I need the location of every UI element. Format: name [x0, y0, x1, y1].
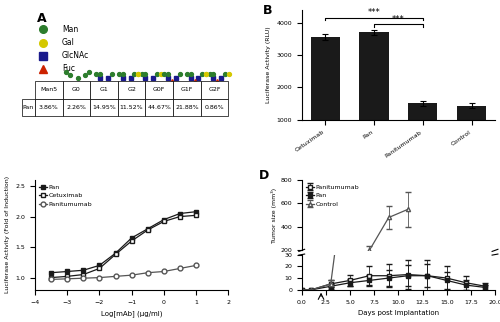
- Text: ***: ***: [392, 15, 404, 24]
- Panitumumab: [80, 276, 86, 280]
- Panitumumab: [96, 276, 102, 279]
- Text: Man: Man: [62, 25, 78, 34]
- Text: D: D: [259, 169, 270, 182]
- Y-axis label: Luciferase Activity (RLU): Luciferase Activity (RLU): [266, 26, 271, 103]
- Line: Panitumumab: Panitumumab: [48, 263, 199, 282]
- Cetuximab: [193, 213, 199, 217]
- Panitumumab: [112, 274, 118, 278]
- Pan: [128, 236, 134, 240]
- Pan: [80, 268, 86, 272]
- Cetuximab: [80, 273, 86, 277]
- Text: B: B: [263, 4, 272, 17]
- Pan: [96, 263, 102, 267]
- Pan: [177, 212, 183, 215]
- Cetuximab: [96, 267, 102, 270]
- Bar: [360, 32, 388, 152]
- Pan: [64, 270, 70, 273]
- Legend: Pan, Cetuximab, Panitumumab: Pan, Cetuximab, Panitumumab: [38, 183, 94, 208]
- Pan: [144, 227, 150, 231]
- Pan: [193, 210, 199, 213]
- Line: Cetuximab: Cetuximab: [48, 213, 199, 280]
- Legend: Panitumumab, Pan, Control: Panitumumab, Pan, Control: [305, 183, 360, 208]
- Pan: [161, 218, 167, 222]
- Panitumumab: [64, 277, 70, 281]
- Cetuximab: [128, 239, 134, 243]
- Panitumumab: [48, 278, 54, 281]
- Cetuximab: [161, 220, 167, 223]
- Cetuximab: [48, 276, 54, 279]
- Cetuximab: [64, 274, 70, 278]
- Pan: [112, 251, 118, 255]
- X-axis label: Days post Implantation: Days post Implantation: [358, 310, 439, 316]
- Cetuximab: [144, 228, 150, 232]
- Cetuximab: [177, 215, 183, 219]
- Text: GlcNAc: GlcNAc: [62, 51, 90, 60]
- Text: Gal: Gal: [62, 38, 75, 47]
- Text: Fuc: Fuc: [62, 64, 75, 73]
- Text: ***: ***: [368, 8, 380, 17]
- Bar: [408, 103, 438, 152]
- Bar: [310, 37, 340, 152]
- Panitumumab: [193, 263, 199, 267]
- Text: A: A: [37, 12, 46, 25]
- Panitumumab: [144, 271, 150, 275]
- Y-axis label: Tumor size (mm³): Tumor size (mm³): [272, 188, 278, 243]
- Y-axis label: Luciferase Activity (Fold of Induction): Luciferase Activity (Fold of Induction): [5, 176, 10, 293]
- Cetuximab: [112, 252, 118, 256]
- Panitumumab: [128, 273, 134, 277]
- Line: Pan: Pan: [48, 209, 199, 275]
- Pan: [48, 271, 54, 275]
- X-axis label: Log[mAb] (μg/ml): Log[mAb] (μg/ml): [101, 310, 162, 317]
- Bar: [457, 106, 486, 152]
- Panitumumab: [161, 270, 167, 273]
- Panitumumab: [177, 267, 183, 270]
